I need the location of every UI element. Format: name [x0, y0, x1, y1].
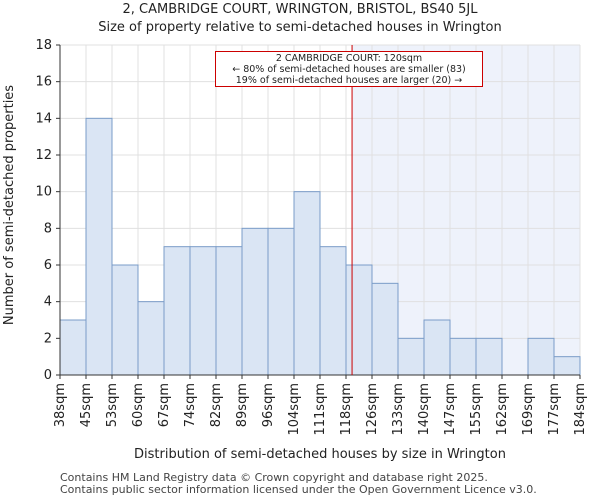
x-axis-label: Distribution of semi-detached houses by … — [134, 447, 506, 462]
bar — [85, 117, 113, 376]
annotation-line-3: 19% of semi-detached houses are larger (… — [235, 75, 463, 86]
x-tick-label: 177sqm — [547, 383, 562, 436]
x-tick-label: 111sqm — [313, 383, 328, 436]
footer-line-1: Contains HM Land Registry data © Crown c… — [60, 471, 488, 484]
x-tick-label: 133sqm — [391, 383, 406, 436]
x-tick-label: 126sqm — [365, 383, 380, 436]
y-tick-label: 18 — [35, 38, 52, 53]
bar — [59, 319, 87, 376]
chart-title: 2, CAMBRIDGE COURT, WRINGTON, BRISTOL, B… — [122, 2, 478, 17]
bar — [475, 337, 503, 376]
annotation-box: 2 CAMBRIDGE COURT: 120sqm ← 80% of semi-… — [215, 51, 483, 87]
x-tick-label: 104sqm — [287, 383, 302, 436]
x-tick-label: 38sqm — [53, 383, 68, 427]
y-tick-label: 4 — [44, 295, 52, 310]
x-tick-label: 45sqm — [79, 383, 94, 427]
y-tick-label: 6 — [44, 258, 52, 273]
x-tick-label: 60sqm — [131, 383, 146, 427]
y-tick-label: 14 — [35, 111, 52, 126]
annotation-line-2: ← 80% of semi-detached houses are smalle… — [232, 64, 466, 75]
chart-subtitle: Size of property relative to semi-detach… — [98, 20, 502, 35]
x-tick-label: 155sqm — [469, 383, 484, 436]
bar — [371, 282, 399, 376]
y-tick-label: 10 — [35, 185, 52, 200]
x-tick-label: 118sqm — [339, 383, 354, 436]
footer-line-2: Contains public sector information licen… — [60, 483, 537, 496]
bar — [189, 246, 217, 376]
annotation-line-1: 2 CAMBRIDGE COURT: 120sqm — [275, 53, 423, 64]
y-tick-label: 8 — [44, 221, 52, 236]
x-tick-label: 74sqm — [183, 383, 198, 427]
bar — [397, 337, 425, 376]
bar — [137, 301, 165, 376]
x-tick-label: 169sqm — [521, 383, 536, 436]
bar — [319, 246, 347, 376]
bar — [449, 337, 477, 376]
bar — [111, 264, 139, 376]
y-tick-label: 16 — [35, 75, 52, 90]
bar — [241, 227, 269, 376]
bar — [423, 319, 451, 376]
y-tick-label: 0 — [44, 368, 52, 383]
bar — [163, 246, 191, 376]
y-axis-label: Number of semi-detached properties — [2, 85, 17, 325]
x-tick-label: 82sqm — [209, 383, 224, 427]
bar — [553, 356, 581, 376]
x-tick-label: 184sqm — [573, 383, 588, 436]
x-tick-label: 162sqm — [495, 383, 510, 436]
y-tick-label: 12 — [35, 148, 52, 163]
x-tick-label: 96sqm — [261, 383, 276, 427]
x-tick-label: 89sqm — [235, 383, 250, 427]
x-tick-label: 140sqm — [417, 383, 432, 436]
bar — [267, 227, 295, 376]
bar — [293, 191, 321, 376]
y-tick-label: 2 — [44, 331, 52, 346]
bar — [215, 246, 243, 376]
x-tick-label: 67sqm — [157, 383, 172, 427]
x-tick-label: 53sqm — [105, 383, 120, 427]
x-tick-label: 147sqm — [443, 383, 458, 436]
bar — [345, 264, 373, 376]
bar — [527, 337, 555, 376]
